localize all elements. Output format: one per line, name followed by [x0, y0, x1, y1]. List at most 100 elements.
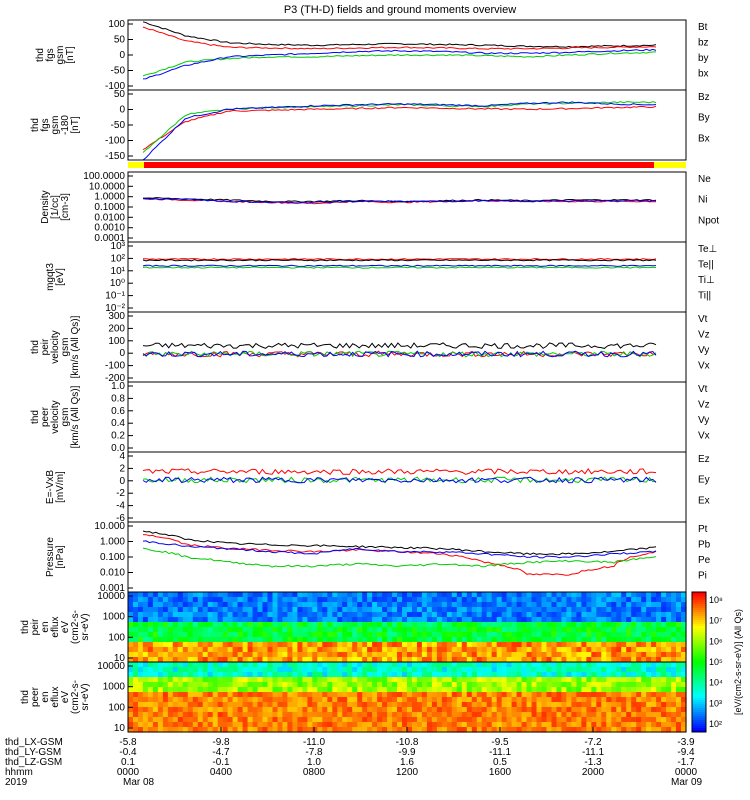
spectrogram-cell — [426, 722, 433, 728]
spectrogram-cell — [596, 617, 602, 623]
spectrogram-cell — [501, 712, 508, 718]
spectrogram-cell — [217, 647, 224, 653]
spectrogram-cell — [436, 622, 443, 628]
spectrogram-cell — [526, 692, 533, 698]
spectrogram-cell — [606, 592, 612, 598]
spectrogram-cell — [362, 667, 368, 673]
spectrogram-cell — [511, 602, 518, 608]
y-tick-label: 200 — [108, 323, 125, 334]
spectrogram-cell — [646, 672, 652, 678]
spectrogram-cell — [252, 607, 259, 613]
spectrogram-cell — [491, 617, 498, 623]
spectrogram-cell — [142, 697, 149, 703]
spectrogram-cell — [471, 677, 478, 683]
colorbar-cell — [692, 702, 706, 705]
spectrogram-cell — [138, 617, 144, 623]
spectrogram-cell — [556, 622, 563, 628]
spectrogram-cell — [382, 707, 388, 713]
spectrogram-cell — [476, 672, 483, 678]
spectrogram-cell — [661, 707, 667, 713]
spectrogram-cell — [197, 677, 204, 683]
spectrogram-cell — [681, 612, 687, 618]
spectrogram-cell — [337, 697, 343, 703]
spectrogram-cell — [681, 687, 687, 693]
spectrogram-cell — [666, 597, 672, 603]
spectrogram-cell — [526, 672, 533, 678]
spectrogram-cell — [377, 627, 383, 633]
spectrogram-cell — [212, 702, 219, 708]
spectrogram-cell — [377, 617, 383, 623]
series-line — [142, 342, 657, 349]
spectrogram-cell — [392, 677, 398, 683]
spectrogram-cell — [407, 692, 413, 698]
spectrogram-cell — [501, 662, 508, 668]
spectrogram-cell — [347, 627, 353, 633]
spectrogram-cell — [421, 727, 428, 733]
spectrogram-cell — [576, 642, 582, 648]
spectrogram-cell — [302, 597, 308, 603]
spectrogram-cell — [217, 677, 224, 683]
spectrogram-cell — [596, 652, 602, 658]
spectrogram-cell — [332, 657, 338, 663]
spectrogram-cell — [417, 692, 423, 698]
spectrogram-cell — [197, 647, 204, 653]
spectrogram-cell — [671, 662, 677, 668]
spectrogram-cell — [287, 612, 293, 618]
spectrogram-cell — [486, 682, 493, 688]
spectrogram-cell — [387, 727, 393, 733]
spectrogram-cell — [297, 642, 303, 648]
spectrogram-cell — [436, 667, 443, 673]
spectrogram-cell — [516, 657, 523, 663]
spectrogram-cell — [297, 647, 303, 653]
spectrogram-cell — [646, 637, 652, 643]
spectrogram-cell — [217, 672, 224, 678]
spectrogram-cell — [581, 727, 587, 733]
spectrogram-cell — [297, 622, 303, 628]
colorbar-cell — [692, 662, 706, 665]
spectrogram-cell — [417, 647, 423, 653]
spectrogram-cell — [451, 697, 458, 703]
spectrogram-cell — [526, 612, 533, 618]
spectrogram-cell — [566, 672, 572, 678]
spectrogram-cell — [277, 652, 284, 658]
spectrogram-cell — [128, 642, 134, 648]
spectrogram-cell — [501, 627, 508, 633]
legend-label: Npot — [698, 215, 719, 226]
spectrogram-cell — [671, 657, 677, 663]
spectrogram-cell — [157, 662, 164, 668]
spectrogram-cell — [611, 647, 617, 653]
spectrogram-cell — [586, 617, 592, 623]
spectrogram-cell — [282, 677, 288, 683]
spectrogram-cell — [646, 592, 652, 598]
y-tick-label: 100.0000 — [83, 171, 125, 182]
spectrogram-cell — [412, 632, 418, 638]
spectrogram-cell — [516, 642, 523, 648]
spectrogram-cell — [526, 627, 533, 633]
spectrogram-cell — [202, 652, 209, 658]
spectrogram-cell — [526, 707, 533, 713]
spectrogram-cell — [172, 627, 179, 633]
spectrogram-cell — [506, 637, 513, 643]
spectrogram-cell — [551, 617, 558, 623]
spectrogram-cell — [666, 707, 672, 713]
spectrogram-cell — [392, 592, 398, 598]
spectrogram-cell — [521, 672, 528, 678]
spectrogram-cell — [217, 642, 224, 648]
spectrogram-cell — [417, 657, 423, 663]
spectrogram-cell — [581, 622, 587, 628]
spectrogram-cell — [586, 677, 592, 683]
spectrogram-cell — [426, 667, 433, 673]
spectrogram-cell — [237, 707, 244, 713]
spectrogram-cell — [257, 622, 264, 628]
spectrogram-cell — [177, 667, 184, 673]
spectrogram-cell — [252, 722, 259, 728]
spectrogram-cell — [496, 602, 503, 608]
spectrogram-cell — [212, 712, 219, 718]
spectrogram-cell — [461, 672, 468, 678]
spectrogram-cell — [272, 677, 279, 683]
spectrogram-cell — [561, 667, 567, 673]
spectrogram-cell — [207, 662, 214, 668]
spectrogram-cell — [631, 707, 637, 713]
spectrogram-cell — [461, 717, 468, 723]
spectrogram-cell — [451, 687, 458, 693]
